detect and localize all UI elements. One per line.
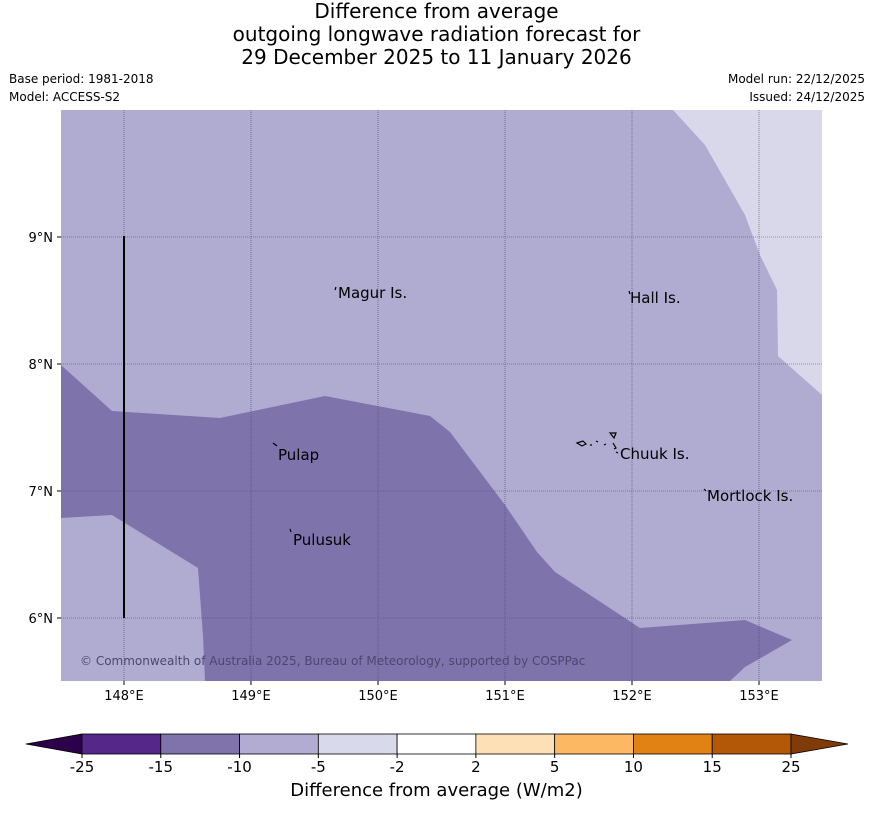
lat-tick-marks — [57, 236, 61, 619]
colorbar-segment — [396, 733, 477, 755]
issued-date: Issued: 24/12/2025 — [749, 90, 865, 104]
hall-island-shape — [628, 290, 631, 295]
lon-label-152: 152°E — [612, 689, 652, 700]
colorbar-segment — [160, 733, 240, 755]
lon-label-153: 153°E — [739, 689, 779, 700]
model-name: Model: ACCESS-S2 — [9, 90, 121, 104]
colorbar-extension-low — [25, 733, 83, 755]
colorbar-tick-label: -5 — [311, 758, 326, 776]
chart-title: Difference from average outgoing longwav… — [0, 0, 873, 69]
lon-label-151: 151°E — [485, 689, 525, 700]
lat-label-9: 9°N — [29, 231, 54, 246]
place-mortlock: Mortlock Is. — [707, 487, 793, 505]
colorbar-tick-label: -10 — [227, 758, 252, 776]
colorbar-segment — [81, 733, 162, 755]
lon-label-150: 150°E — [358, 689, 398, 700]
colorbar-title: Difference from average (W/m2) — [290, 780, 583, 801]
pulap-island-shape — [272, 442, 278, 447]
place-chuuk: Chuuk Is. — [620, 445, 689, 463]
colorbar-segment — [239, 733, 319, 755]
forecast-map: Magur Is. Hall Is. Pulap Chuuk Is. Mortl… — [29, 110, 822, 700]
colorbar-segment — [633, 733, 713, 755]
colorbar-tick-label: -2 — [390, 758, 405, 776]
place-hall: Hall Is. — [630, 289, 681, 307]
base-period: Base period: 1981-2018 — [9, 72, 154, 86]
colorbar-tick-label: 25 — [781, 758, 800, 776]
colorbar-tick-label: 5 — [550, 758, 560, 776]
light-anomaly-region — [673, 110, 822, 395]
meta-right: Model run: 22/12/2025 Issued: 24/12/2025 — [728, 70, 865, 106]
lon-tick-marks — [123, 681, 760, 685]
colorbar-tick-label: 10 — [624, 758, 643, 776]
lon-label-148: 148°E — [104, 689, 144, 700]
place-magur: Magur Is. — [338, 284, 407, 302]
colorbar-tick-label: 15 — [703, 758, 722, 776]
island-outlines — [272, 286, 707, 533]
colorbar-segment — [317, 733, 398, 755]
copyright-text: © Commonwealth of Australia 2025, Bureau… — [80, 654, 585, 668]
place-pulap: Pulap — [278, 446, 319, 464]
dark-anomaly-region — [61, 365, 792, 681]
colorbar: -25 -15 -10 -5 -2 2 5 10 15 25 — [25, 733, 849, 776]
colorbar-tick-label: 2 — [471, 758, 481, 776]
lat-label-6: 6°N — [29, 612, 54, 627]
lat-label-8: 8°N — [29, 358, 54, 373]
chuuk-islands-shape — [575, 432, 619, 454]
pulusuk-island-shape — [289, 528, 292, 533]
lat-label-7: 7°N — [29, 485, 54, 500]
place-pulusuk: Pulusuk — [293, 531, 351, 549]
colorbar-segment — [475, 733, 556, 755]
colorbar-segment — [711, 733, 792, 755]
colorbar-tick-label: -25 — [70, 758, 95, 776]
title-line-3: 29 December 2025 to 11 January 2026 — [241, 45, 632, 69]
title-line-1: Difference from average — [314, 0, 559, 23]
map-gridlines — [61, 110, 822, 681]
colorbar-segment — [554, 733, 634, 755]
title-line-2: outgoing longwave radiation forecast for — [232, 22, 641, 46]
colorbar-tick-label: -15 — [149, 758, 174, 776]
lon-label-149: 149°E — [231, 689, 271, 700]
model-run: Model run: 22/12/2025 — [727, 72, 865, 86]
mortlock-island-shape — [703, 488, 707, 492]
colorbar-extension-high — [790, 733, 849, 755]
meta-left: Base period: 1981-2018 Model: ACCESS-S2 — [9, 70, 154, 106]
magur-island-shape — [334, 286, 337, 291]
